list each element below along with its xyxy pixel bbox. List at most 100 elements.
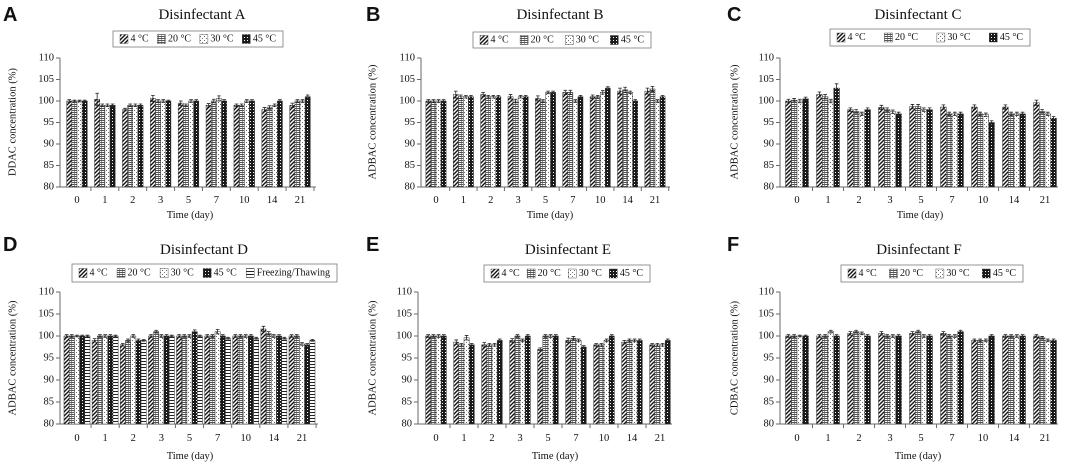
y-tick-label: 85 (44, 160, 55, 171)
y-tick-label: 105 (758, 309, 774, 320)
bar-45-c-day-2 (137, 105, 144, 188)
bar-45-c-day-3 (165, 100, 172, 188)
error-bar-4-c-day-2 (848, 331, 853, 336)
y-tick-label: 80 (764, 182, 775, 193)
bar-30-c-day-5 (545, 92, 551, 188)
chart-title: Disinfectant F (876, 242, 961, 258)
bar-30-c-day-21 (1044, 113, 1051, 188)
y-tick-label: 85 (405, 160, 416, 171)
error-bar-20-c-day-5 (543, 334, 548, 338)
error-bar-30-c-day-14 (632, 338, 637, 343)
error-bar-4-c-day-2 (482, 342, 487, 348)
legend-label: 45 °C (253, 34, 276, 45)
error-bar-30-c-day-3 (518, 95, 523, 99)
error-bar-45-c-day-14 (278, 99, 282, 103)
bar-4-c-day-10 (593, 344, 600, 425)
bar-30-c-day-7 (951, 335, 958, 425)
bar-4-c-day-2 (122, 109, 128, 188)
bar-45-c-day-2 (135, 340, 142, 425)
error-bar-20-c-day-14 (627, 338, 632, 343)
series-20-c (791, 329, 1046, 425)
error-bar-20-c-day-14 (267, 105, 272, 110)
error-bar-4-c-day-14 (1003, 334, 1008, 338)
chart-title: Disinfectant B (516, 7, 603, 23)
bar-4-c-day-3 (878, 333, 885, 425)
bar-30-c-day-3 (519, 340, 526, 425)
legend-swatch (526, 268, 536, 279)
bar-30-c-day-1 (827, 331, 834, 425)
bar-4-c-day-0 (66, 100, 73, 188)
error-bar-4-c-day-10 (972, 338, 977, 343)
legend-item-4-c: 4 °C (119, 34, 149, 45)
bar-20-c-day-21 (294, 100, 301, 188)
legend-swatch (199, 34, 209, 44)
x-tick-label: 21 (1040, 433, 1051, 444)
panel-letter: E (366, 234, 379, 256)
legend-item-20-c: 20 °C (889, 268, 923, 279)
x-tick-label: 21 (655, 433, 666, 444)
bar-45-c-day-14 (632, 100, 639, 188)
legend-label: 45 °C (993, 268, 1016, 279)
bar-4-c-day-14 (261, 109, 268, 188)
x-tick-label: 10 (978, 195, 989, 206)
chart-title: Disinfectant D (160, 242, 248, 258)
error-bar-20-c-day-1 (459, 94, 463, 99)
bar-4-c-day-7 (940, 106, 947, 188)
error-bar-45-c-day-5 (192, 329, 197, 334)
bar-45-c-day-14 (1019, 113, 1026, 188)
bar-45-c-day-1 (109, 105, 116, 188)
error-bar-20-c-day-3 (513, 98, 518, 104)
error-bar-45-c-day-2 (497, 338, 502, 343)
plot-area: 80 85 90 95 100 105 110 0 1 2 3 5 7 10 14 21 4 °C 20 °C 30… (38, 30, 316, 206)
error-bar-30-c-day-1 (103, 334, 107, 338)
error-bar-20-c-day-1 (100, 103, 105, 107)
legend: 4 °C 20 °C 30 °C 45 °C (472, 31, 652, 49)
error-bar-20-c-day-21 (1040, 336, 1044, 340)
bar-4-c-day-2 (847, 109, 854, 188)
bar-20-c-day-0 (430, 100, 437, 188)
y-tick-label: 110 (759, 287, 774, 298)
x-tick-label: 3 (516, 195, 521, 206)
bar-45-c-day-1 (833, 87, 840, 188)
error-bar-45-c-day-0 (80, 334, 85, 338)
legend-item-45-c: 45 °C (989, 32, 1023, 43)
bar-4-c-day-14 (260, 328, 267, 425)
bar-4-c-day-0 (785, 335, 792, 425)
bar-20-c-day-1 (458, 344, 465, 425)
legend-label: 30 °C (947, 32, 970, 43)
error-bar-30-c-day-0 (436, 334, 441, 338)
bar-4-c-day-14 (621, 341, 628, 425)
bar-30-c-day-21 (299, 100, 306, 188)
error-bar-20-c-day-3 (515, 334, 520, 338)
legend-swatch (989, 32, 998, 43)
bar-4-c-day-0 (425, 100, 432, 188)
error-bar-30-c-day-21 (300, 99, 305, 103)
error-bar-20-c-day-21 (295, 99, 300, 103)
error-bar-20-c-day-10 (239, 103, 244, 107)
error-bar-20-c-day-1 (823, 334, 827, 338)
y-tick-label: 80 (405, 182, 416, 193)
error-bar-4-c-day-3 (879, 331, 884, 336)
bar-4-c-day-3 (507, 96, 514, 188)
legend: 4 °C 20 °C 30 °C 45 °C Freezing/Thawing (71, 263, 338, 283)
bar-30-c-day-0 (435, 100, 442, 188)
error-bar-30-c-day-5 (189, 99, 193, 103)
bar-30-c-day-14 (271, 105, 278, 188)
error-bar-30-c-day-7 (215, 329, 220, 335)
bar-4-c-day-10 (971, 106, 978, 188)
bar-30-c-day-2 (130, 335, 137, 425)
error-bar-30-c-day-10 (245, 99, 249, 103)
x-tick-label: 10 (599, 433, 610, 444)
error-bar-30-c-day-10 (243, 334, 248, 338)
bar-30-c-day-21 (654, 100, 661, 188)
legend-swatch (119, 34, 129, 44)
legend-item-4-c: 4 °C (490, 268, 520, 279)
bar-4-c-day-21 (649, 344, 656, 425)
error-bar-30-c-day-21 (1046, 111, 1050, 117)
bar-45-c-day-7 (957, 331, 964, 425)
error-bar-30-c-day-5 (187, 334, 192, 338)
bar-30-c-day-21 (299, 343, 305, 425)
error-bar-20-c-day-10 (978, 338, 982, 343)
error-bar-20-c-day-3 (156, 99, 160, 103)
legend-label: 4 °C (502, 268, 520, 279)
